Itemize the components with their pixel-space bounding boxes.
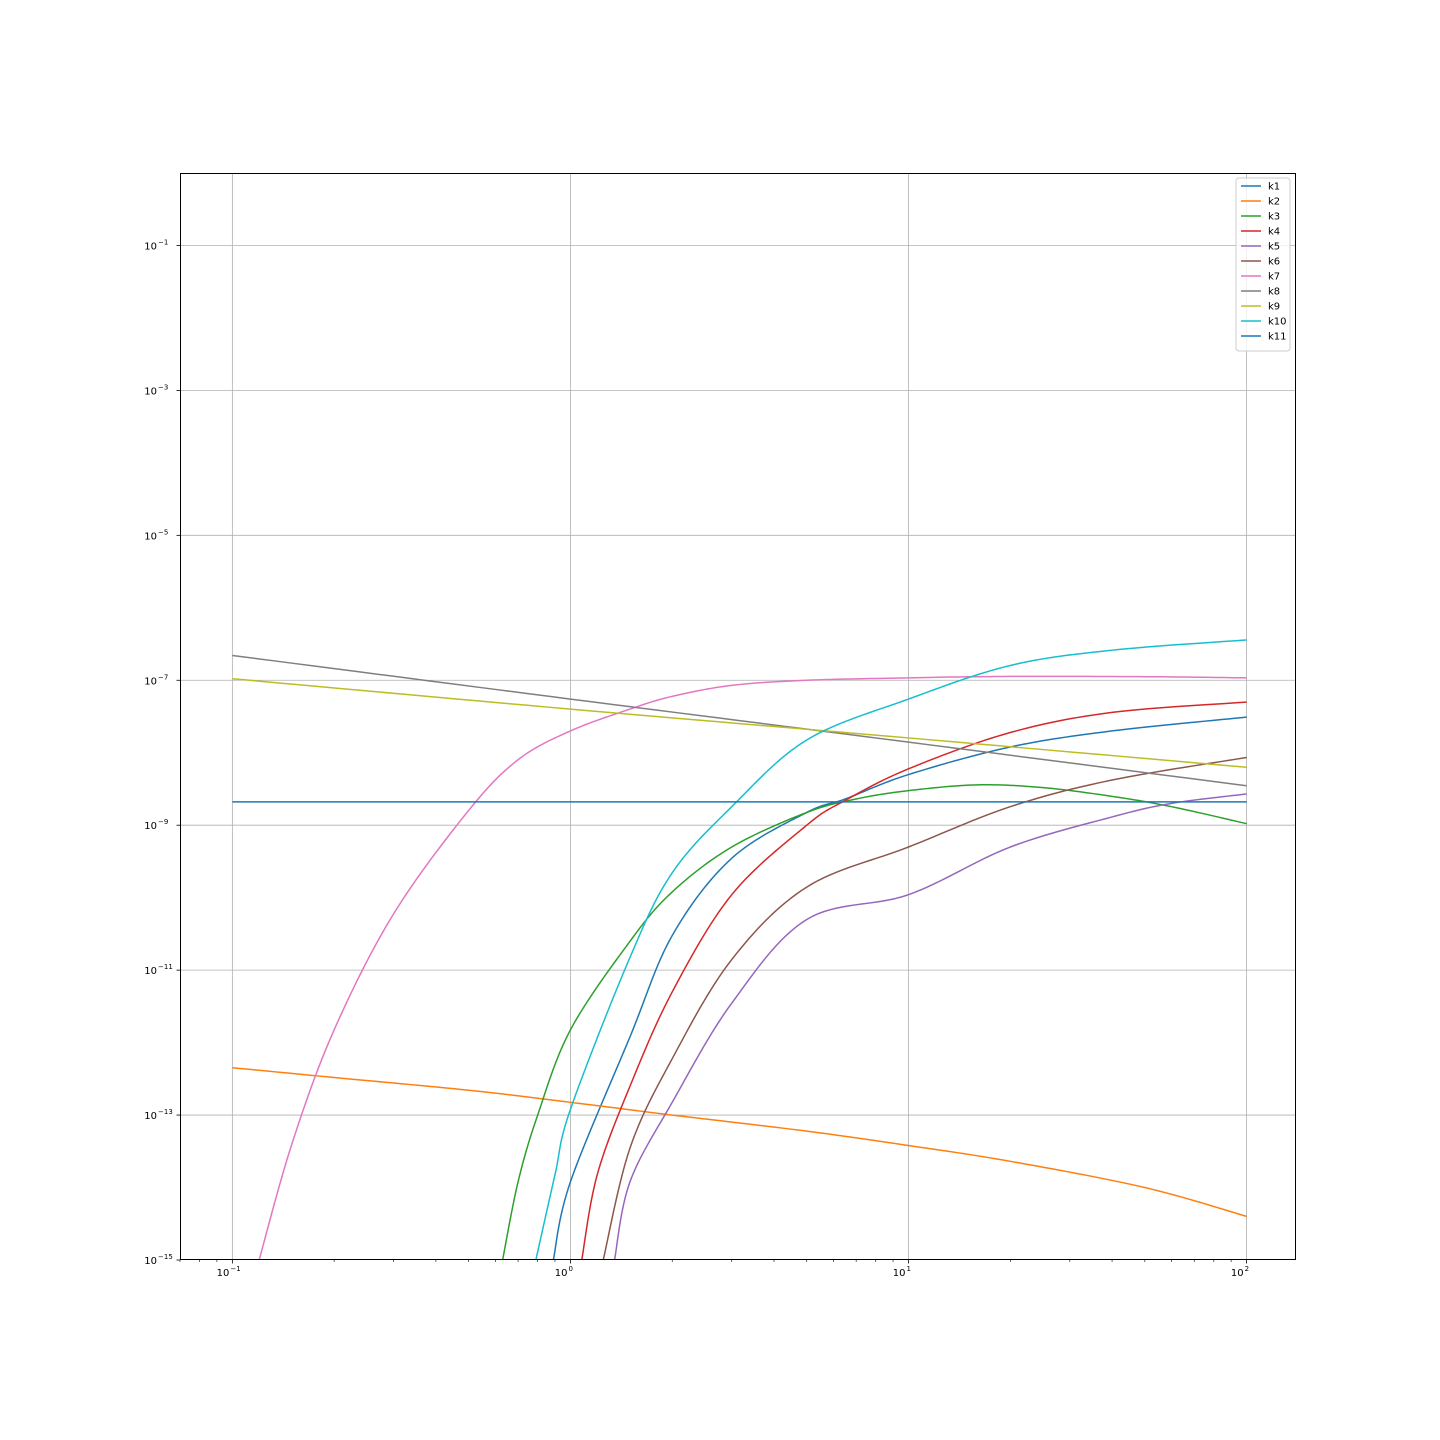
x-tick-label: 10 <box>1231 1268 1244 1279</box>
y-tick-label: 10 <box>144 1256 157 1267</box>
legend-label-k10: k10 <box>1268 317 1287 328</box>
x-tick-label: 10 <box>217 1268 230 1279</box>
y-tick-label: 10 <box>144 386 157 397</box>
x-tick-label-exponent: −1 <box>230 1265 240 1273</box>
x-tick-label-exponent: 1 <box>907 1265 911 1273</box>
legend-label-k2: k2 <box>1268 197 1280 208</box>
x-tick-label: 10 <box>893 1268 906 1279</box>
x-axis: 10 −1 10 0 10 1 10 2 <box>217 1260 1249 1279</box>
series-line-k5 <box>613 793 1247 1261</box>
y-tick-label: 10 <box>144 821 157 832</box>
series-line-k10 <box>535 639 1247 1261</box>
x-tick-label-exponent: 0 <box>568 1265 572 1273</box>
y-tick-label-exponent: −7 <box>158 673 168 681</box>
y-tick-label-exponent: −1 <box>158 238 168 246</box>
y-tick-label: 10 <box>144 676 157 687</box>
legend: k1 k2 k3 k4 k5 k6 k7 k8 k9 k10 k11 <box>1235 177 1291 352</box>
y-tick-label-exponent: −9 <box>158 818 168 826</box>
series-line-k8 <box>232 654 1247 787</box>
grid <box>180 173 1296 1260</box>
legend-label-k4: k4 <box>1268 227 1280 238</box>
series-line-k9 <box>232 677 1247 769</box>
y-tick-label-exponent: −11 <box>158 963 173 971</box>
legend-label-k5: k5 <box>1268 242 1280 253</box>
plot-frame <box>180 173 1296 1260</box>
x-tick-label-exponent: 2 <box>1245 1265 1249 1273</box>
y-tick-label: 10 <box>144 531 157 542</box>
legend-label-k8: k8 <box>1268 287 1280 298</box>
legend-label-k1: k1 <box>1268 182 1280 193</box>
y-tick-label: 10 <box>144 966 157 977</box>
y-tick-label-exponent: −5 <box>158 528 168 536</box>
legend-label-k3: k3 <box>1268 212 1280 223</box>
series-lines <box>232 639 1247 1261</box>
series-line-k7 <box>258 675 1247 1261</box>
y-tick-label: 10 <box>144 241 157 252</box>
plot-area <box>180 173 1296 1260</box>
minor-ticks <box>179 1260 1232 1262</box>
legend-label-k9: k9 <box>1268 302 1280 313</box>
y-tick-label-exponent: −15 <box>158 1253 173 1261</box>
legend-label-k11: k11 <box>1268 332 1287 343</box>
series-line-k3 <box>501 784 1247 1261</box>
y-tick-label: 10 <box>144 1111 157 1122</box>
legend-label-k6: k6 <box>1268 257 1280 268</box>
series-line-k6 <box>602 756 1247 1261</box>
legend-box <box>1235 177 1291 352</box>
series-line-k2 <box>232 1066 1247 1218</box>
y-tick-label-exponent: −3 <box>158 383 168 391</box>
x-tick-label: 10 <box>555 1268 568 1279</box>
series-line-k4 <box>581 701 1247 1261</box>
y-tick-label-exponent: −13 <box>158 1108 173 1116</box>
legend-label-k7: k7 <box>1268 272 1280 283</box>
